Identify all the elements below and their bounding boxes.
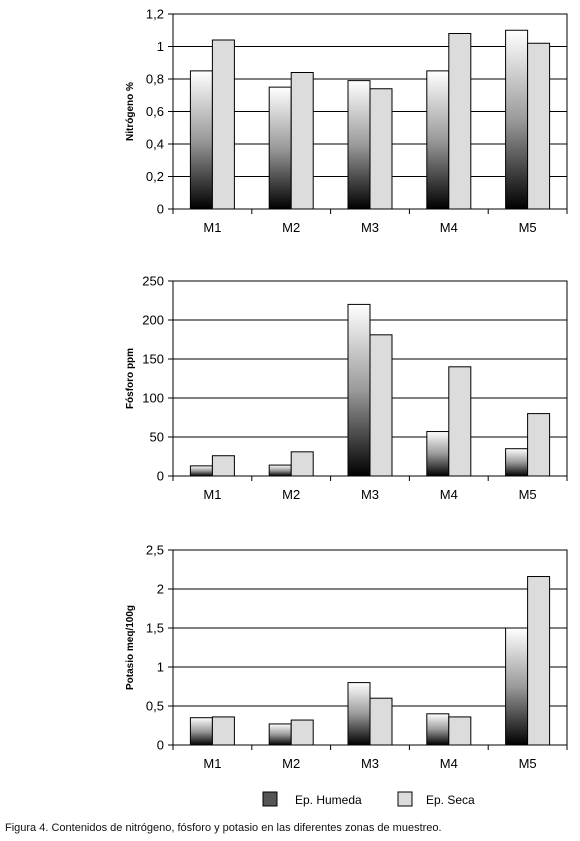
bar-seca-m2: [290, 719, 314, 746]
x-tick-label: M5: [519, 487, 537, 502]
y-tick-label: 0,5: [146, 699, 164, 714]
bar-humeda-m3: [347, 682, 371, 746]
y-tick-label: 2: [157, 582, 164, 597]
bar-seca-m4: [448, 366, 472, 477]
y-tick-label: 0,6: [146, 104, 164, 119]
bar-seca-m5: [527, 413, 551, 477]
x-tick-label: M1: [203, 220, 221, 235]
bar-humeda-m4: [426, 713, 450, 746]
legend: Ep. Humeda Ep. Seca: [262, 791, 475, 807]
bar-humeda-m2: [268, 464, 292, 477]
bar-seca-m1: [211, 716, 235, 746]
bar-seca-m5: [527, 42, 551, 210]
legend-label-humeda: Ep. Humeda: [295, 793, 362, 807]
bar-seca-m4: [448, 716, 472, 746]
x-tick-label: M1: [203, 487, 221, 502]
bar-seca-m5: [527, 576, 551, 746]
legend-swatch-seca: [397, 791, 413, 807]
x-tick-label: M5: [519, 756, 537, 771]
bar-humeda-m5: [505, 448, 529, 477]
x-tick-label: M3: [361, 220, 379, 235]
bar-seca-m2: [290, 451, 314, 477]
x-tick-label: M4: [440, 756, 458, 771]
bar-humeda-m4: [426, 70, 450, 210]
x-tick-label: M4: [440, 487, 458, 502]
x-tick-label: M5: [519, 220, 537, 235]
bar-humeda-m4: [426, 431, 450, 477]
bar-seca-m2: [290, 72, 314, 210]
chart-fosforo: 0 50 100 150 200 250 M1 M2 M3 M4 M5 Fósforo ppm: [125, 274, 568, 502]
bar-humeda-m1: [189, 465, 213, 477]
y-axis-label: Nitrógeno %: [125, 82, 136, 141]
bar-humeda-m1: [189, 70, 213, 210]
y-tick-label: 100: [142, 391, 164, 406]
y-tick-label: 150: [142, 352, 164, 367]
legend-swatch-humeda: [262, 791, 278, 807]
y-axis-label: Fósforo ppm: [125, 348, 136, 409]
y-tick-label: 200: [142, 313, 164, 328]
y-tick-label: 0,8: [146, 72, 164, 87]
chart-potasio: 0 0,5 1 1,5 2 2,5 M1 M2 M3 M4 M5 Potasio meq/100g: [125, 543, 568, 771]
y-tick-label: 1: [157, 39, 164, 54]
bar-seca-m1: [211, 455, 235, 477]
bar-humeda-m2: [268, 86, 292, 210]
bar-seca-m3: [369, 88, 393, 210]
y-tick-label: 250: [142, 274, 164, 289]
x-tick-label: M3: [361, 756, 379, 771]
y-tick-label: 1: [157, 660, 164, 675]
legend-label-seca: Ep. Seca: [426, 793, 475, 807]
chart-nitrogeno: 0 0,2 0,4 0,6 0,8 1 1,2 M1 M2 M3 M4 M5 Nitrógeno %: [125, 7, 568, 235]
y-tick-label: 1,2: [146, 7, 164, 22]
y-axis-label: Potasio meq/100g: [125, 605, 136, 690]
bar-humeda-m3: [347, 303, 371, 477]
y-tick-label: 0,4: [146, 137, 164, 152]
y-tick-label: 0,2: [146, 169, 164, 184]
bar-humeda-m1: [189, 717, 213, 746]
x-tick-label: M2: [282, 220, 300, 235]
x-tick-label: M2: [282, 756, 300, 771]
bar-seca-m3: [369, 697, 393, 746]
bar-humeda-m5: [505, 29, 529, 210]
y-tick-label: 0: [157, 202, 164, 217]
y-tick-label: 0: [157, 738, 164, 753]
bar-humeda-m5: [505, 627, 529, 746]
y-tick-label: 1,5: [146, 621, 164, 636]
y-tick-label: 0: [157, 469, 164, 484]
bar-humeda-m3: [347, 80, 371, 210]
figure-caption: Figura 4. Contenidos de nitrógeno, fósfo…: [5, 822, 442, 834]
bar-seca-m3: [369, 334, 393, 477]
bar-seca-m4: [448, 33, 472, 210]
bar-seca-m1: [211, 39, 235, 210]
y-tick-label: 50: [150, 430, 164, 445]
bar-humeda-m2: [268, 723, 292, 746]
x-tick-label: M1: [203, 756, 221, 771]
y-tick-label: 2,5: [146, 543, 164, 558]
x-tick-label: M3: [361, 487, 379, 502]
x-tick-label: M2: [282, 487, 300, 502]
x-tick-label: M4: [440, 220, 458, 235]
